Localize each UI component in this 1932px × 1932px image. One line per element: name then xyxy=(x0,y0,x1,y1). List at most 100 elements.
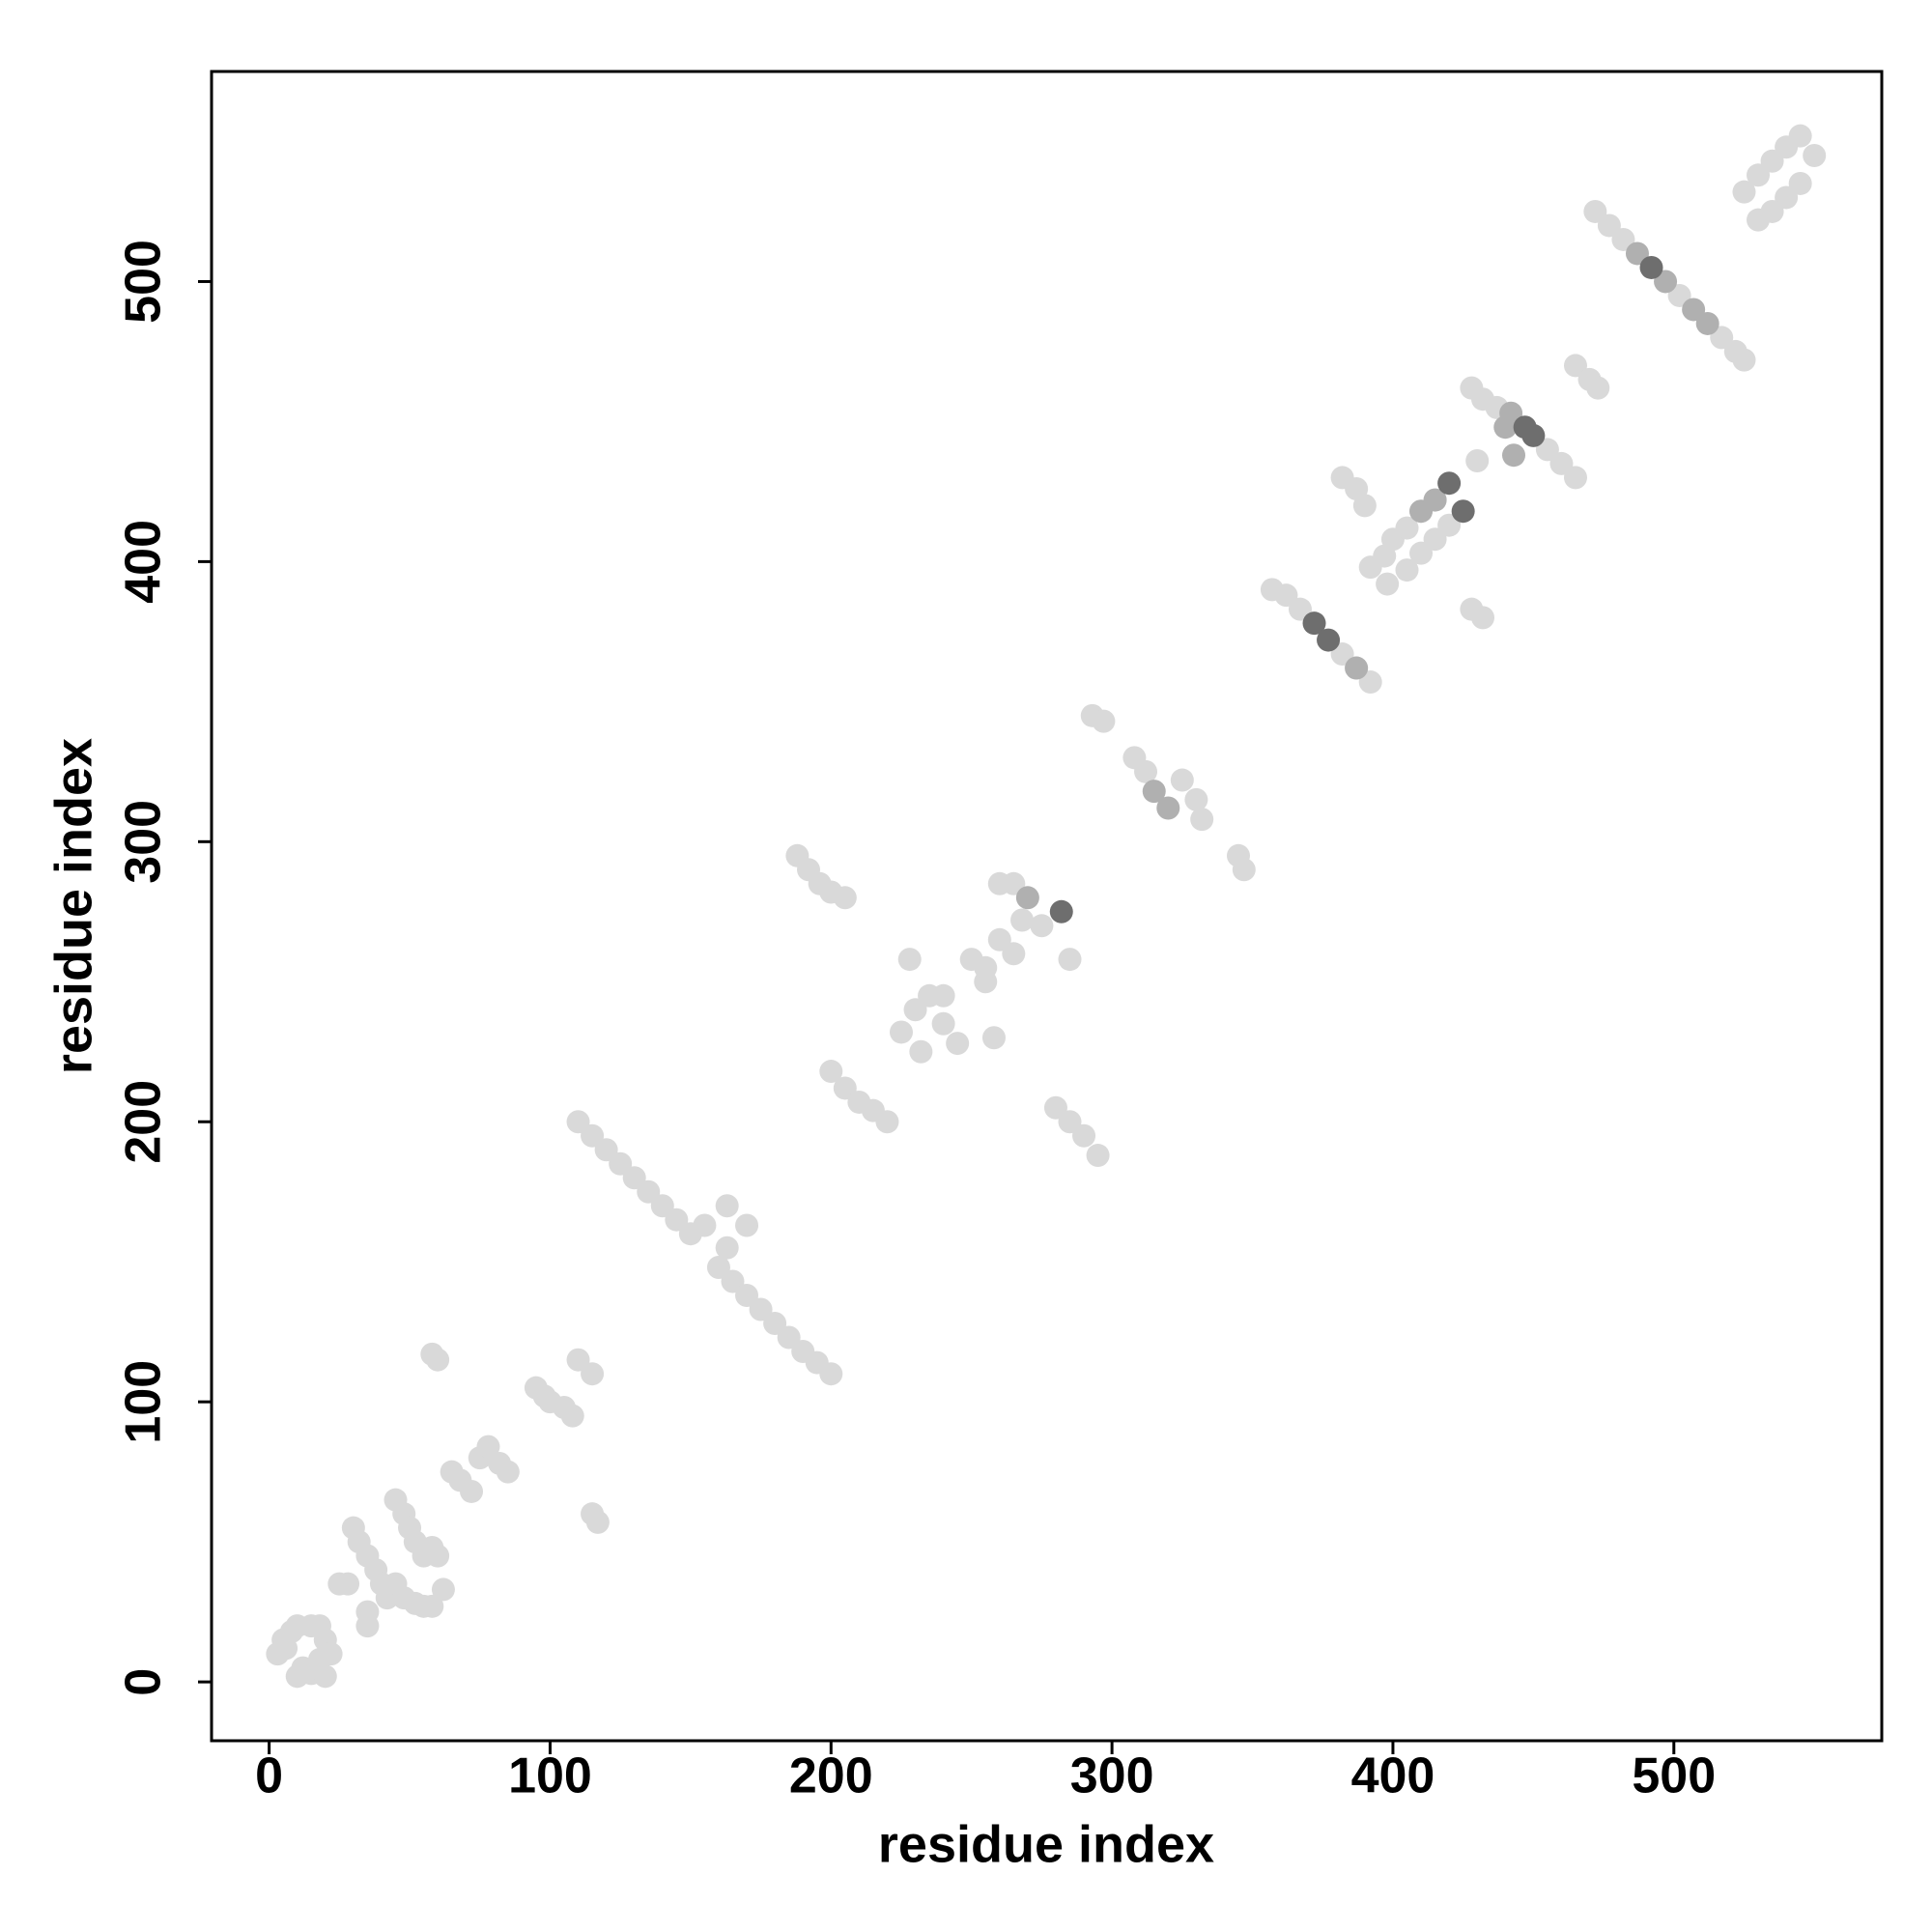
point xyxy=(1043,1095,1067,1120)
point xyxy=(1493,415,1518,440)
point xyxy=(903,998,927,1022)
point xyxy=(1142,780,1166,804)
point xyxy=(1002,942,1026,966)
point xyxy=(1695,311,1719,335)
point xyxy=(1654,270,1678,294)
point xyxy=(1010,908,1035,932)
point xyxy=(987,927,1011,952)
point xyxy=(1583,199,1607,223)
point xyxy=(1058,1110,1082,1134)
point xyxy=(594,1138,618,1162)
point xyxy=(1030,914,1054,938)
point xyxy=(1015,886,1039,910)
points xyxy=(266,124,1827,1689)
point xyxy=(1788,171,1812,195)
point xyxy=(1563,466,1587,490)
x-tick-label: 200 xyxy=(789,1748,873,1804)
y-tick-label: 0 xyxy=(116,1668,172,1696)
point xyxy=(496,1460,520,1484)
point xyxy=(476,1435,500,1459)
point xyxy=(319,1642,343,1666)
point xyxy=(706,1256,730,1280)
point xyxy=(1002,871,1026,895)
point xyxy=(327,1572,352,1596)
x-axis-title: residue index xyxy=(878,1815,1214,1873)
point xyxy=(1184,787,1208,811)
point xyxy=(1134,759,1158,783)
y-tick-label: 400 xyxy=(116,520,172,604)
point xyxy=(763,1312,787,1335)
point xyxy=(1395,516,1419,540)
point xyxy=(1345,656,1369,680)
plot-frame xyxy=(210,70,1884,1743)
point xyxy=(777,1325,801,1350)
point xyxy=(909,1039,933,1064)
point xyxy=(1302,611,1326,636)
point xyxy=(1092,709,1116,733)
point xyxy=(622,1166,646,1190)
point xyxy=(1058,948,1082,972)
point xyxy=(1502,443,1526,468)
point xyxy=(581,1362,605,1386)
point xyxy=(1747,208,1771,232)
point xyxy=(460,1479,484,1503)
point xyxy=(355,1614,380,1638)
point xyxy=(1563,354,1587,378)
point xyxy=(1156,796,1180,820)
point xyxy=(1747,163,1771,187)
point xyxy=(1597,213,1621,238)
point xyxy=(946,1032,970,1056)
point xyxy=(1760,149,1784,173)
y-tick-label: 100 xyxy=(116,1360,172,1444)
point xyxy=(749,1297,773,1321)
point xyxy=(1423,527,1447,552)
point xyxy=(1521,423,1546,447)
point xyxy=(1667,283,1691,307)
x-tick-label: 100 xyxy=(508,1748,592,1804)
point xyxy=(426,1544,450,1568)
point xyxy=(1437,513,1462,537)
x-tick-label: 400 xyxy=(1351,1748,1435,1804)
point xyxy=(1049,899,1073,923)
point xyxy=(1775,185,1799,210)
point xyxy=(1170,768,1194,792)
point xyxy=(566,1110,590,1134)
point xyxy=(1639,255,1663,279)
point xyxy=(1471,606,1495,630)
point xyxy=(1409,541,1434,565)
point xyxy=(981,1026,1006,1050)
point xyxy=(1549,451,1574,475)
point xyxy=(735,1213,759,1237)
y-tick-label: 300 xyxy=(116,800,172,884)
point xyxy=(833,886,857,910)
point xyxy=(1625,242,1649,266)
point xyxy=(1288,597,1312,621)
point xyxy=(274,1636,298,1661)
y-tick-label: 500 xyxy=(116,240,172,324)
point xyxy=(307,1614,331,1638)
point xyxy=(581,1123,605,1148)
point xyxy=(889,1020,913,1044)
point xyxy=(1535,438,1559,462)
point xyxy=(1072,1123,1096,1148)
point xyxy=(1732,180,1756,204)
point xyxy=(693,1213,717,1237)
point xyxy=(931,1011,955,1036)
point xyxy=(819,1362,843,1386)
point xyxy=(1710,326,1734,350)
point xyxy=(1451,499,1475,524)
point xyxy=(1190,808,1214,832)
point xyxy=(715,1194,739,1218)
point xyxy=(931,983,955,1008)
point xyxy=(585,1510,610,1534)
point xyxy=(1352,494,1377,518)
point xyxy=(1330,642,1354,667)
point xyxy=(1682,298,1706,322)
point xyxy=(974,955,998,980)
point xyxy=(609,1151,633,1176)
point xyxy=(833,1076,857,1100)
x-tick-label: 300 xyxy=(1070,1748,1154,1804)
point xyxy=(420,1594,444,1618)
point xyxy=(897,948,922,972)
